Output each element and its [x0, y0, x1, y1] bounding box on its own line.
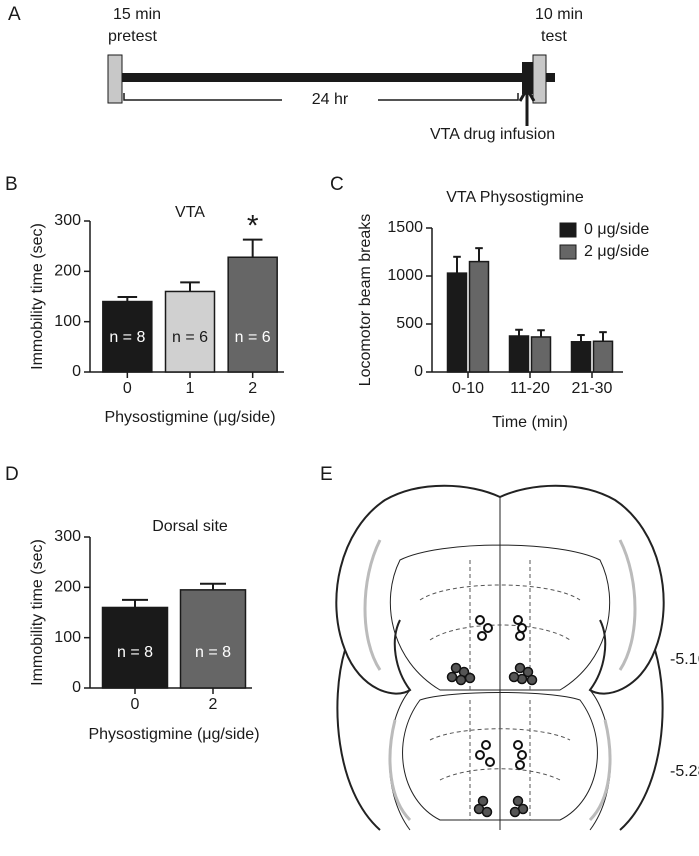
- y-tick-label: 0: [72, 679, 81, 696]
- timeline: [122, 73, 555, 82]
- bar: [101, 606, 169, 689]
- bar: [570, 341, 592, 373]
- panel-label: E: [320, 464, 333, 485]
- chart-title: VTA: [175, 204, 205, 221]
- y-axis-label: Immobility time (sec): [29, 539, 46, 686]
- x-tick-label: 2: [248, 380, 257, 397]
- x-tick-label: 0: [123, 380, 132, 397]
- level-label: -5.16: [670, 651, 699, 668]
- y-tick-label: 0: [414, 363, 423, 380]
- x-tick-label: 2: [209, 696, 218, 713]
- outline: [335, 484, 665, 695]
- level-label: -5.28: [670, 763, 699, 780]
- infusion-block: [522, 62, 533, 94]
- x-tick-label: 1: [186, 380, 195, 397]
- bar: [164, 290, 216, 373]
- test-label: test: [541, 28, 567, 45]
- panel-label: A: [8, 4, 21, 25]
- bar: [227, 256, 278, 373]
- tract: [363, 539, 637, 822]
- x-tick-label: 0: [131, 696, 140, 713]
- x-tick-label: 11-20: [510, 380, 550, 397]
- y-axis-label: Immobility time (sec): [29, 223, 46, 370]
- infusion-arrow: [518, 86, 536, 126]
- pretest-label: pretest: [108, 28, 157, 45]
- panel-e: E -5.16 -5.28: [320, 464, 699, 831]
- bar: [530, 336, 552, 373]
- panel-label: B: [5, 174, 18, 195]
- bar-annotation: n = 6: [235, 329, 271, 346]
- legend-swatch: [559, 222, 577, 238]
- y-tick-label: 300: [54, 212, 81, 229]
- y-tick-label: 1000: [387, 267, 423, 284]
- interval-label: 24 hr: [312, 91, 349, 108]
- bar: [468, 260, 490, 373]
- y-tick-label: 100: [54, 629, 81, 646]
- legend-label: 0 μg/side: [584, 221, 649, 238]
- outline: [336, 649, 664, 831]
- x-axis-label: Time (min): [492, 414, 568, 431]
- legend-label: 2 μg/side: [584, 243, 649, 260]
- test-block: [532, 54, 547, 104]
- panel-label: C: [330, 174, 344, 195]
- pretest-duration: 15 min: [113, 6, 161, 23]
- panel-a: A 15 min pretest 10 min test 24 hr VTA d…: [8, 4, 583, 143]
- region-lines: [419, 560, 581, 820]
- legend-swatch: [559, 244, 577, 260]
- y-tick-label: 300: [54, 528, 81, 545]
- filled-sites: [446, 662, 538, 818]
- y-tick-label: 0: [72, 363, 81, 380]
- infusion-label: VTA drug infusion: [430, 126, 555, 143]
- pretest-block: [107, 54, 123, 104]
- bar-annotation: n = 6: [172, 329, 208, 346]
- y-tick-label: 1500: [387, 219, 423, 236]
- bar: [508, 335, 530, 373]
- midbrain: [389, 497, 611, 830]
- y-axis-label: Locomotor beam breaks: [357, 214, 374, 387]
- panel-label: D: [5, 464, 19, 485]
- test-duration: 10 min: [535, 6, 583, 23]
- x-axis-label: Physostigmine (μg/side): [104, 409, 275, 426]
- bar: [446, 272, 468, 373]
- x-tick-label: 21-30: [572, 380, 613, 397]
- bar-annotation: n = 8: [117, 644, 153, 661]
- significance-marker: *: [247, 210, 259, 243]
- bar: [102, 300, 153, 373]
- interval-bracket: [123, 93, 519, 101]
- chart-title: Dorsal site: [152, 518, 228, 535]
- y-tick-label: 200: [54, 579, 81, 596]
- bar: [592, 340, 614, 373]
- y-tick-label: 500: [396, 315, 423, 332]
- bar-annotation: n = 8: [195, 644, 231, 661]
- y-tick-label: 200: [54, 263, 81, 280]
- midbrain: [402, 692, 598, 821]
- chart-title: VTA Physostigmine: [446, 189, 584, 206]
- bar: [179, 589, 247, 689]
- y-tick-label: 100: [54, 313, 81, 330]
- x-tick-label: 0-10: [452, 380, 484, 397]
- x-axis-label: Physostigmine (μg/side): [88, 726, 259, 743]
- bar-annotation: n = 8: [109, 329, 145, 346]
- open-sites: [475, 615, 527, 770]
